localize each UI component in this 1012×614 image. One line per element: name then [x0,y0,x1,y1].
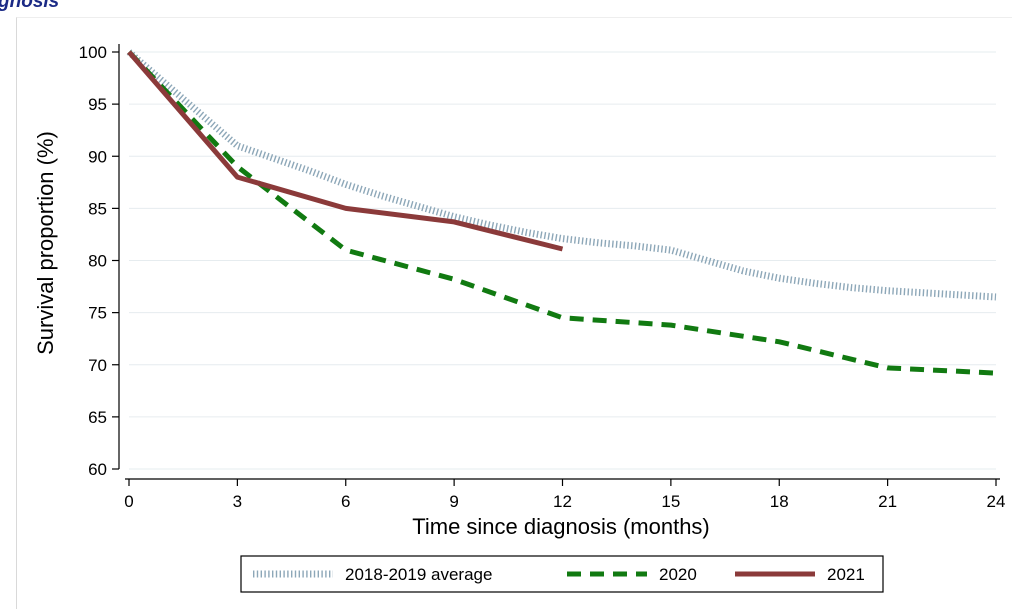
legend-label: 2018-2019 average [345,565,492,584]
x-tick-label: 0 [124,492,133,511]
page-header: gnosis [0,0,60,12]
legend: 2018-2019 average 2020 2021 [240,555,884,593]
x-tick-label: 18 [770,492,789,511]
x-tick-label: 9 [449,492,458,511]
axes: 60 65 70 75 80 85 90 95 100 0 3 6 9 12 15 18 21 24 [79,43,1006,511]
survival-chart: 60 65 70 75 80 85 90 95 100 0 3 6 9 12 15 18 21 24 Surviv… [33,43,1006,593]
y-axis-label: Survival proportion (%) [33,131,58,355]
series-line-2020 [127,50,997,376]
y-tick-label: 65 [88,408,107,427]
x-tick-label: 15 [661,492,680,511]
series-line-2018-2019-average [126,49,997,301]
y-tick-label: 60 [88,460,107,479]
y-tick-label: 85 [88,199,107,218]
x-tick-label: 24 [987,492,1006,511]
y-tick-label: 70 [88,356,107,375]
x-axis-label: Time since diagnosis (months) [412,514,710,539]
y-tick-label: 100 [79,43,107,62]
legend-box [240,555,884,593]
y-tick-label: 90 [88,147,107,166]
series-line-2021 [127,50,564,252]
y-tick-label: 95 [88,95,107,114]
x-tick-label: 6 [341,492,350,511]
chart-panel: 60 65 70 75 80 85 90 95 100 0 3 6 9 12 15 18 21 24 Surviv… [16,17,1012,609]
legend-label: 2021 [827,565,865,584]
y-tick-label: 80 [88,252,107,271]
x-tick-label: 3 [233,492,242,511]
grid-lines [129,51,996,470]
x-tick-label: 12 [553,492,572,511]
series-lines [126,49,997,376]
y-tick-label: 75 [88,304,107,323]
legend-label: 2020 [659,565,697,584]
x-tick-label: 21 [878,492,897,511]
